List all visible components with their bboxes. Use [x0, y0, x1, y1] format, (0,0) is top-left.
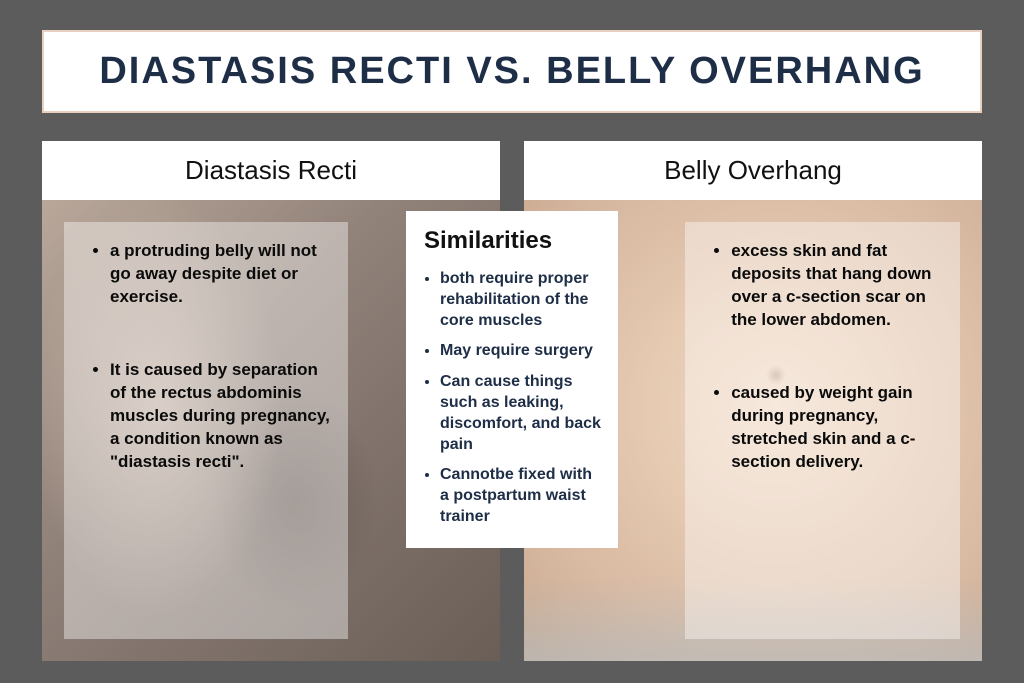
similarities-header: Similarities [420, 227, 604, 255]
list-item: It is caused by separation of the rectus… [110, 359, 332, 474]
list-item: caused by weight gain during pregnancy, … [731, 382, 944, 474]
panel-header-right: Belly Overhang [524, 141, 982, 200]
list-item: both require proper rehabilitation of th… [440, 269, 604, 331]
bullet-list-right: excess skin and fat deposits that hang d… [713, 240, 944, 474]
bullet-list-left: a protruding belly will not go away desp… [92, 240, 332, 474]
overlay-right: excess skin and fat deposits that hang d… [685, 222, 960, 639]
title-bar: DIASTASIS RECTI VS. BELLY OVERHANG [42, 30, 982, 113]
list-item: Can cause things such as leaking, discom… [440, 372, 604, 455]
similarities-list: both require proper rehabilitation of th… [420, 269, 604, 528]
overlay-left: a protruding belly will not go away desp… [64, 222, 348, 639]
comparison-columns: Diastasis Recti a protruding belly will … [42, 141, 982, 661]
list-item: May require surgery [440, 341, 604, 362]
list-item: Cannotbe fixed with a postpartum waist t… [440, 465, 604, 527]
similarities-card: Similarities both require proper rehabil… [406, 211, 618, 548]
page-title: DIASTASIS RECTI VS. BELLY OVERHANG [64, 50, 960, 93]
list-item: excess skin and fat deposits that hang d… [731, 240, 944, 332]
list-item: a protruding belly will not go away desp… [110, 240, 332, 309]
panel-header-left: Diastasis Recti [42, 141, 500, 200]
